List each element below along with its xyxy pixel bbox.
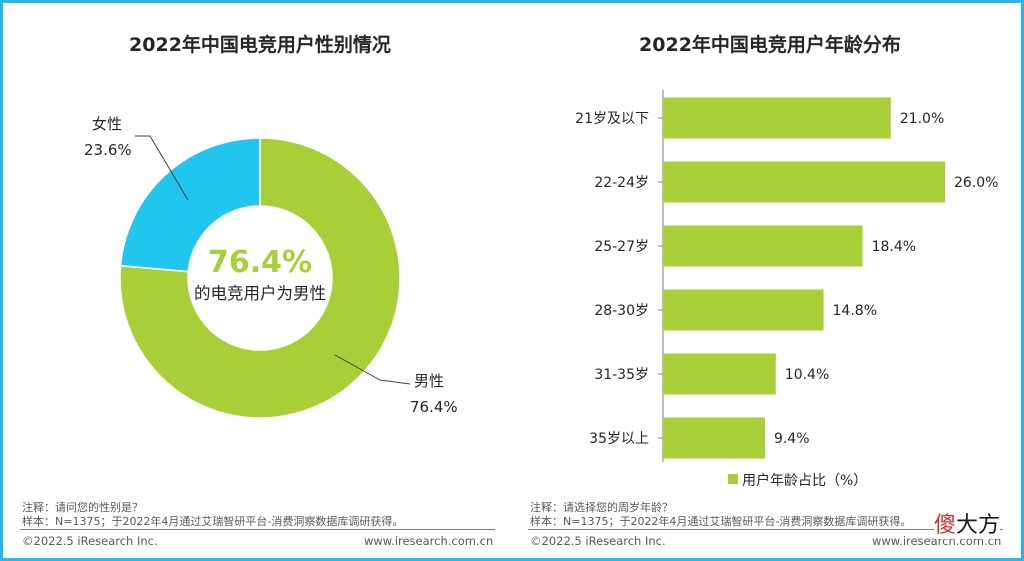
legend-label: 用户年龄占比（%） [742, 472, 867, 489]
watermark-logo: 傻大方 [934, 507, 1001, 539]
female-leader-line [135, 135, 189, 201]
bar-value-label: 10.4% [785, 367, 829, 383]
legend-swatch [728, 474, 738, 484]
y-tick-label: 31-35岁 [594, 367, 649, 383]
bar-value-label: 21.0% [900, 111, 944, 127]
male-slice-label: 男性 [414, 372, 444, 390]
age-bar-chart: 21岁及以下 21.0% 22-24岁 26.0% 25-27岁 18.4% 28-30岁 1… [575, 90, 998, 489]
left-footer-divider [20, 529, 495, 530]
bar-6 [663, 417, 765, 459]
bar-value-label: 18.4% [872, 239, 916, 255]
male-leader-line [334, 354, 411, 385]
gender-chart-title: 2022年中国电竞用户性别情况 [129, 34, 391, 56]
y-tick-label: 28-30岁 [594, 303, 649, 319]
bar-4 [663, 289, 824, 331]
right-footer-divider [528, 529, 1003, 530]
y-tick-label: 35岁以上 [589, 431, 649, 447]
age-chart-title: 2022年中国电竞用户年龄分布 [639, 34, 901, 56]
y-tick-label: 22-24岁 [594, 175, 649, 191]
donut-slice-female [119, 137, 261, 273]
female-slice-label: 女性 [92, 115, 122, 133]
right-note-question: 注释：请选择您的周岁年龄？ [530, 501, 673, 514]
left-copyright: ©2022.5 iResearch Inc. [22, 534, 158, 548]
donut-center-caption: 的电竞用户为男性 [194, 284, 326, 303]
bar-3 [663, 225, 863, 267]
y-tick-label: 25-27岁 [594, 239, 649, 255]
gender-donut-chart: 男性 76.4% 女性 23.6% [84, 115, 458, 419]
left-note-sample: 样本：N=1375；于2022年4月通过艾瑞智研平台-消费洞察数据库调研获得。 [22, 515, 404, 528]
bar-2 [663, 161, 945, 203]
right-note-sample: 样本：N=1375；于2022年4月通过艾瑞智研平台-消费洞察数据库调研获得。 [530, 515, 912, 528]
female-slice-value: 23.6% [84, 141, 132, 159]
left-note-question: 注释：请问您的性别是？ [22, 501, 143, 514]
left-website-link[interactable]: www.iresearch.com.cn [364, 534, 494, 548]
donut-center-value: 76.4% [208, 245, 312, 280]
bar-value-label: 14.8% [833, 303, 877, 319]
male-slice-value: 76.4% [410, 398, 458, 416]
bar-5 [663, 353, 776, 395]
donut-slice-male [119, 137, 401, 419]
y-tick-label: 21岁及以下 [575, 111, 649, 127]
bar-1 [663, 97, 891, 139]
right-copyright: ©2022.5 iResearch Inc. [530, 534, 666, 548]
bar-value-label: 26.0% [954, 175, 998, 191]
bar-value-label: 9.4% [774, 431, 810, 447]
